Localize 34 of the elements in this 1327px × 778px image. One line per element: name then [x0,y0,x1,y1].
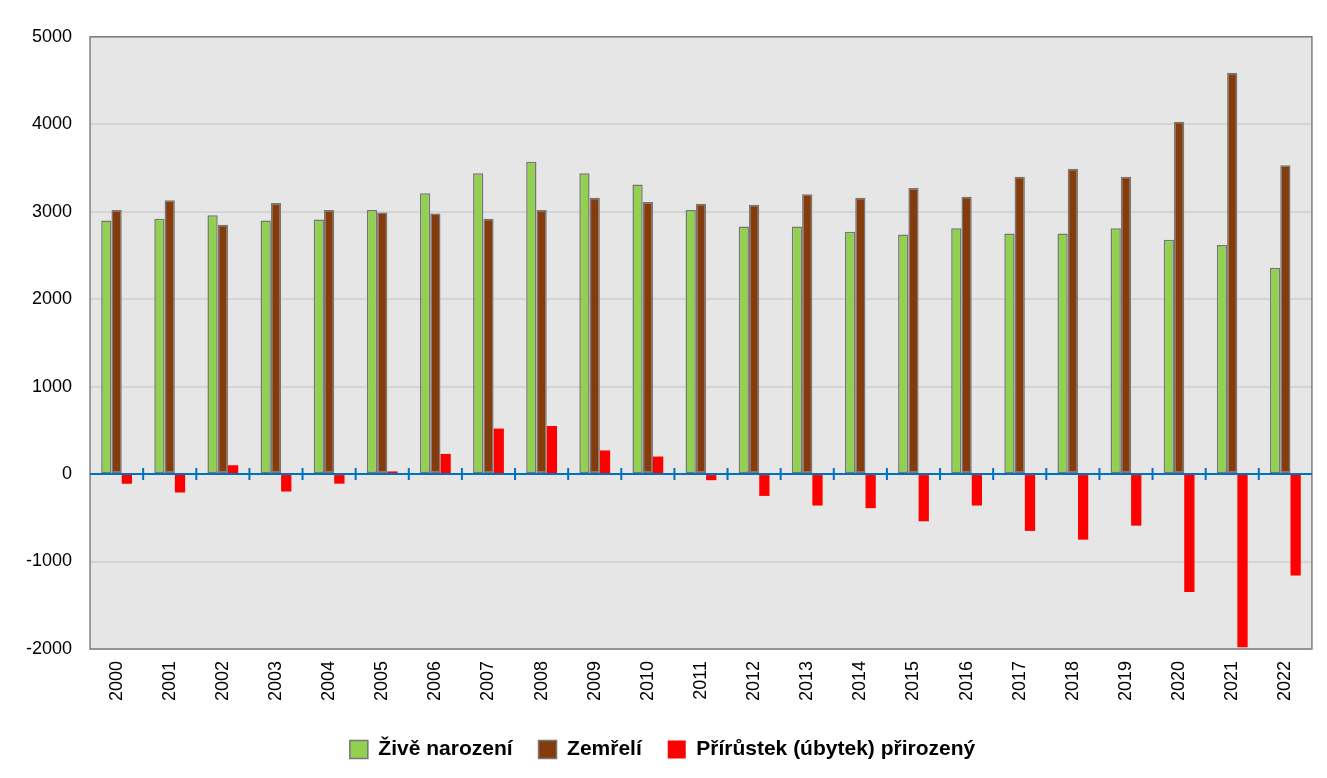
y-tick-label: 0 [62,463,73,484]
x-tick-label: 2004 [318,660,339,701]
x-tick-label: 2007 [477,660,498,701]
legend-label: Přírůstek (úbytek) přirozený [696,736,976,760]
x-tick-label: 2003 [264,660,285,701]
y-tick-label: 5000 [31,25,73,46]
y-tick-label: 1000 [31,375,73,396]
y-tick-label: -2000 [25,637,73,658]
x-tick-label: 2011 [689,660,710,700]
x-tick-label: 2021 [1221,660,1242,701]
x-tick-label: 2013 [796,660,817,701]
legend-label: Zemřelí [567,736,643,760]
x-tick-label: 2022 [1274,660,1295,701]
x-tick-label: 2019 [1114,660,1135,701]
y-tick-label: -1000 [25,550,73,571]
y-tick-label: 3000 [31,200,73,221]
y-tick-label: 2000 [31,288,73,309]
x-tick-label: 2002 [211,660,232,701]
x-tick-label: 2015 [902,660,923,701]
x-tick-label: 2012 [743,660,764,701]
x-tick-label: 2006 [424,660,445,701]
x-tick-label: 2016 [955,660,976,701]
x-tick-label: 2020 [1168,660,1189,701]
x-tick-label: 2000 [105,660,126,701]
x-tick-label: 2001 [158,660,179,701]
x-tick-label: 2005 [371,660,392,701]
x-tick-label: 2010 [636,660,657,701]
x-tick-label: 2014 [849,660,870,701]
x-tick-label: 2017 [1008,660,1029,701]
legend-label: Živě narození [378,736,514,760]
y-tick-label: 4000 [31,113,73,134]
x-tick-label: 2018 [1061,660,1082,701]
x-tick-label: 2009 [583,660,604,701]
x-tick-label: 2008 [530,660,551,701]
